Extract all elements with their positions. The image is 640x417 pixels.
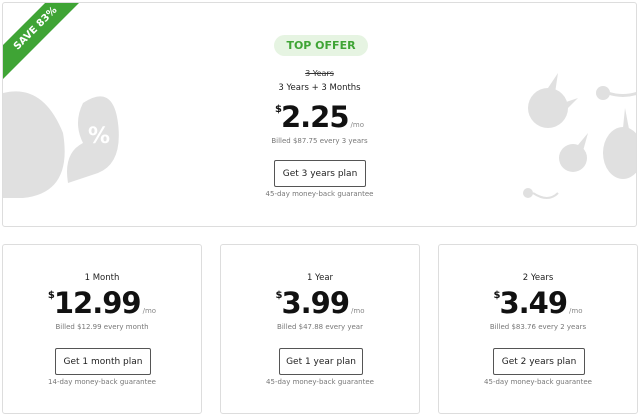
billing-info: Billed $47.88 every year — [277, 323, 363, 331]
plan-price: $2.25/mo — [275, 100, 364, 134]
plan-term: 2 Years — [522, 273, 554, 283]
top-offer-badge: TOP OFFER — [274, 35, 368, 56]
billing-info: Billed $87.75 every 3 years — [271, 137, 368, 145]
get-3-years-plan-button[interactable]: Get 3 years plan — [274, 160, 366, 187]
plan-price: $3.49/mo — [493, 286, 583, 320]
billing-info: Billed $12.99 every month — [55, 323, 149, 331]
featured-plan-card: % SAVE 83% TOP OFFER 3 Years 3 Years + 3… — [2, 2, 637, 227]
guarantee-text: 45-day money-back guarantee — [265, 190, 374, 198]
get-plan-button[interactable]: Get 1 month plan — [55, 348, 151, 375]
old-term: 3 Years — [305, 69, 334, 78]
plan-card: 1 Year $3.99/mo Billed $47.88 every year… — [220, 244, 420, 414]
plan-term: 1 Year — [306, 273, 334, 283]
get-plan-button[interactable]: Get 2 years plan — [493, 348, 585, 375]
monster-illustration-left: % — [3, 91, 119, 198]
svg-text:%: % — [88, 124, 110, 149]
get-plan-button[interactable]: Get 1 year plan — [279, 348, 363, 375]
guarantee-text: 45-day money-back guarantee — [484, 378, 592, 386]
plan-price: $12.99/mo — [47, 286, 157, 320]
plan-card: 1 Month $12.99/mo Billed $12.99 every mo… — [2, 244, 202, 414]
plan-term: 3 Years + 3 Months — [278, 83, 361, 93]
plan-price: $3.99/mo — [275, 286, 365, 320]
guarantee-text: 14-day money-back guarantee — [48, 378, 156, 386]
plan-term: 1 Month — [84, 273, 120, 283]
virus-monsters-illustration-right — [523, 73, 636, 199]
billing-info: Billed $83.76 every 2 years — [489, 323, 587, 331]
guarantee-text: 45-day money-back guarantee — [266, 378, 374, 386]
plan-card: 2 Years $3.49/mo Billed $83.76 every 2 y… — [438, 244, 638, 414]
